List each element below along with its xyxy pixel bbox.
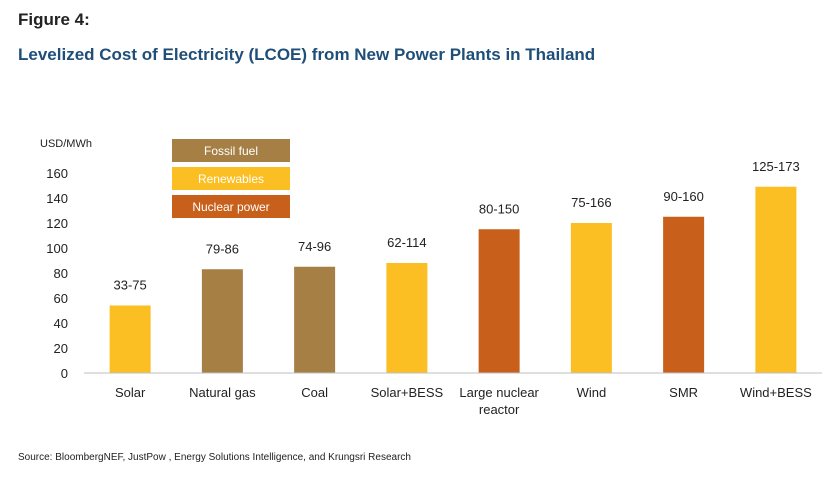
bar <box>755 186 797 373</box>
bar <box>201 269 243 373</box>
lcoe-bar-chart: USD/MWh 0 20 40 60 80 100 120 140 160 33-75 Solar 79… <box>40 138 822 417</box>
data-label: 33-75 <box>114 278 147 293</box>
source-note: Source: BloombergNEF, JustPow , Energy S… <box>18 452 411 463</box>
legend-swatch-fossil <box>172 139 290 162</box>
x-category-label: Coal <box>301 385 328 400</box>
data-label: 125-173 <box>752 159 800 174</box>
y-tick-label: 100 <box>46 241 68 256</box>
data-label: 80-150 <box>479 201 519 216</box>
y-tick-label: 140 <box>46 191 68 206</box>
x-category-label: Natural gas <box>189 385 256 400</box>
y-tick-label: 0 <box>61 366 68 381</box>
data-label: 75-166 <box>571 195 611 210</box>
bar <box>478 229 520 373</box>
figure-label: Figure 4: <box>18 10 90 29</box>
legend-label-nuclear: Nuclear power <box>192 200 269 214</box>
x-category-label: Large nuclear <box>459 385 539 400</box>
bar <box>386 263 428 373</box>
x-category-label: Wind+BESS <box>740 385 812 400</box>
data-label: 74-96 <box>298 239 331 254</box>
x-category-label: SMR <box>669 385 698 400</box>
legend-swatch-nuclear <box>172 195 290 218</box>
y-tick-label: 160 <box>46 166 68 181</box>
y-axis-unit: USD/MWh <box>40 138 92 150</box>
x-category-label: Solar <box>115 385 146 400</box>
y-tick-label: 60 <box>54 291 68 306</box>
y-tick-label: 20 <box>54 341 68 356</box>
bar <box>663 216 705 373</box>
x-category-label: Wind <box>577 385 607 400</box>
bar <box>294 266 336 373</box>
legend-label-renewables: Renewables <box>198 172 264 186</box>
y-tick-label: 120 <box>46 216 68 231</box>
x-category-label: Solar+BESS <box>371 385 444 400</box>
bar <box>570 223 612 373</box>
y-tick-label: 80 <box>54 266 68 281</box>
bar <box>109 305 151 373</box>
chart-title: Levelized Cost of Electricity (LCOE) fro… <box>18 45 596 64</box>
x-category-label: reactor <box>479 402 520 417</box>
data-label: 62-114 <box>387 235 427 250</box>
y-tick-label: 40 <box>54 316 68 331</box>
legend-swatch-renewables <box>172 167 290 190</box>
legend-label-fossil: Fossil fuel <box>204 144 258 158</box>
data-label: 79-86 <box>206 241 239 256</box>
data-label: 90-160 <box>663 189 703 204</box>
